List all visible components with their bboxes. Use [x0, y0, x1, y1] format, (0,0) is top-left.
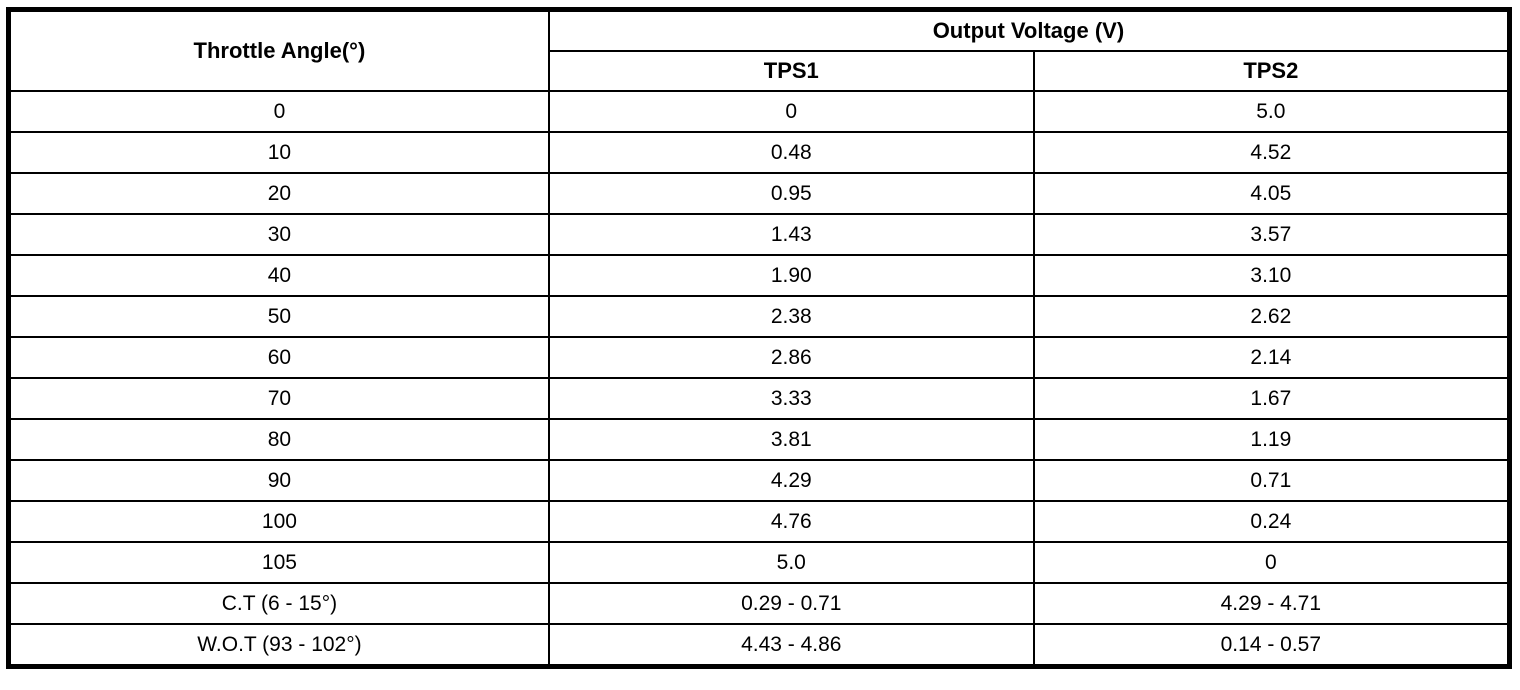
tps2-header: TPS2: [1032, 50, 1511, 92]
tps1-header: TPS1: [547, 50, 1035, 92]
cell-tps2: 4.29 - 4.71: [1032, 582, 1511, 625]
cell-tps2: 0.71: [1032, 459, 1511, 502]
cell-throttle-angle: 40: [7, 254, 550, 297]
cell-tps1: 2.86: [547, 336, 1035, 379]
table-header: Throttle Angle(°) Output Voltage (V) TPS…: [7, 8, 1511, 92]
cell-tps2: 4.52: [1032, 131, 1511, 174]
cell-tps1: 2.38: [547, 295, 1035, 338]
table-row: 105 5.0 0: [7, 541, 1511, 584]
table-row: 100 4.76 0.24: [7, 500, 1511, 543]
table-row: 20 0.95 4.05: [7, 172, 1511, 215]
cell-throttle-angle: 60: [7, 336, 550, 379]
table-row: 70 3.33 1.67: [7, 377, 1511, 420]
cell-tps1: 1.43: [547, 213, 1035, 256]
cell-tps2: 3.10: [1032, 254, 1511, 297]
cell-tps2: 0.14 - 0.57: [1032, 623, 1511, 668]
cell-throttle-angle: 90: [7, 459, 550, 502]
cell-tps1: 4.43 - 4.86: [547, 623, 1035, 668]
cell-tps2: 2.14: [1032, 336, 1511, 379]
cell-throttle-angle: 105: [7, 541, 550, 584]
table-row: 50 2.38 2.62: [7, 295, 1511, 338]
header-row-group: Throttle Angle(°) Output Voltage (V): [7, 8, 1511, 92]
cell-throttle-angle: 20: [7, 172, 550, 215]
cell-throttle-angle: C.T (6 - 15°): [7, 582, 550, 625]
table-row: 90 4.29 0.71: [7, 459, 1511, 502]
cell-tps1: 0.95: [547, 172, 1035, 215]
table-row: 30 1.43 3.57: [7, 213, 1511, 256]
cell-throttle-angle: 30: [7, 213, 550, 256]
cell-tps2: 3.57: [1032, 213, 1511, 256]
table-container: Throttle Angle(°) Output Voltage (V) TPS…: [6, 7, 1512, 669]
cell-tps1: 4.29: [547, 459, 1035, 502]
cell-throttle-angle: 0: [7, 90, 550, 133]
cell-throttle-angle: 50: [7, 295, 550, 338]
cell-throttle-angle: 100: [7, 500, 550, 543]
cell-tps1: 0.29 - 0.71: [547, 582, 1035, 625]
cell-tps2: 2.62: [1032, 295, 1511, 338]
tps-voltage-table: Throttle Angle(°) Output Voltage (V) TPS…: [6, 7, 1512, 669]
cell-tps1: 5.0: [547, 541, 1035, 584]
cell-tps1: 1.90: [547, 254, 1035, 297]
table-row: 40 1.90 3.10: [7, 254, 1511, 297]
table-row: C.T (6 - 15°) 0.29 - 0.71 4.29 - 4.71: [7, 582, 1511, 625]
cell-tps2: 1.19: [1032, 418, 1511, 461]
throttle-angle-header: Throttle Angle(°): [7, 8, 550, 92]
cell-tps2: 1.67: [1032, 377, 1511, 420]
table-row: 60 2.86 2.14: [7, 336, 1511, 379]
cell-tps1: 4.76: [547, 500, 1035, 543]
cell-throttle-angle: W.O.T (93 - 102°): [7, 623, 550, 668]
table-row: 10 0.48 4.52: [7, 131, 1511, 174]
cell-tps2: 4.05: [1032, 172, 1511, 215]
table-body: 0 0 5.0 10 0.48 4.52 20 0.95 4.05 30 1.43 3.57 40 1.9…: [7, 90, 1511, 668]
cell-tps2: 0.24: [1032, 500, 1511, 543]
header-row-sub: TPS1 TPS2: [9, 50, 1511, 92]
table-row: W.O.T (93 - 102°) 4.43 - 4.86 0.14 - 0.57: [7, 623, 1511, 668]
cell-tps1: 3.81: [547, 418, 1035, 461]
cell-tps2: 5.0: [1032, 90, 1511, 133]
table-row: 0 0 5.0: [7, 90, 1511, 133]
cell-tps1: 0: [547, 90, 1035, 133]
table-row: 80 3.81 1.19: [7, 418, 1511, 461]
cell-tps2: 0: [1032, 541, 1511, 584]
cell-throttle-angle: 80: [7, 418, 550, 461]
cell-tps1: 3.33: [547, 377, 1035, 420]
cell-throttle-angle: 70: [7, 377, 550, 420]
cell-throttle-angle: 10: [7, 131, 550, 174]
cell-tps1: 0.48: [547, 131, 1035, 174]
output-voltage-header: Output Voltage (V): [547, 8, 1511, 52]
